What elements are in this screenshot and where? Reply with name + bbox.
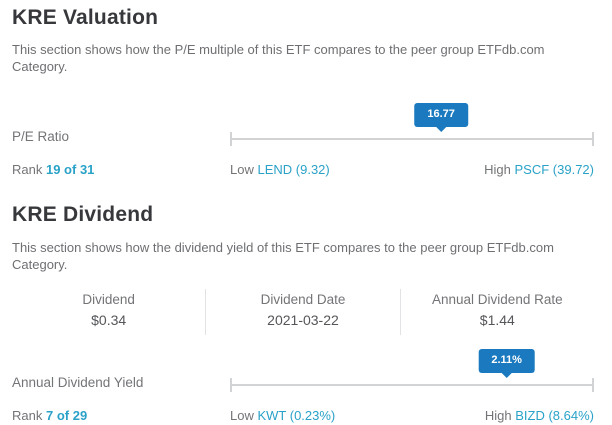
pe-ratio-rank: Rank 19 of 31: [12, 162, 230, 177]
low-ticker-link[interactable]: KWT (0.23%): [257, 407, 336, 423]
dividend-yield-rank: Rank 7 of 29: [12, 408, 230, 423]
dividend-title: KRE Dividend: [12, 203, 154, 227]
high-ticker-link[interactable]: PSCF (39.72): [514, 162, 594, 178]
dividend-yield-high: High BIZD (8.64%): [485, 408, 594, 423]
dividend-yield-row: Annual Dividend Yield 2.11%: [12, 347, 594, 392]
column-header: Annual Dividend Rate: [432, 291, 563, 307]
low-label: Low: [230, 162, 254, 178]
dividend-section: KRE Dividend This section shows how the …: [12, 203, 594, 423]
high-label: High: [484, 407, 512, 423]
dividend-table-col-annual-rate: Annual Dividend Rate $1.44: [399, 288, 594, 335]
dividend-yield-slider-track: [230, 377, 594, 392]
dividend-yield-low: Low KWT (0.23%): [230, 408, 335, 423]
pe-ratio-rank-row: Rank 19 of 31 Low LEND (9.32) High PSCF …: [12, 162, 594, 177]
dividend-yield-label: Annual Dividend Yield: [12, 374, 144, 390]
column-value: 2021-03-22: [267, 312, 339, 329]
pe-ratio-low: Low LEND (9.32): [230, 162, 330, 177]
high-ticker-link[interactable]: BIZD (8.64%): [515, 407, 594, 423]
pe-ratio-range: Low LEND (9.32) High PSCF (39.72): [230, 162, 594, 177]
dividend-yield-rank-row: Rank 7 of 29 Low KWT (0.23%) High BIZD (…: [12, 408, 594, 423]
dividend-description: This section shows how the dividend yiel…: [12, 239, 554, 272]
valuation-description: This section shows how the P/E multiple …: [12, 42, 545, 75]
column-header: Dividend Date: [260, 291, 346, 307]
rank-label: Rank: [12, 162, 43, 178]
pe-ratio-slider-track: [230, 132, 594, 147]
column-header: Dividend: [82, 291, 135, 307]
pe-ratio-row: P/E Ratio 16.77: [12, 101, 594, 147]
pe-ratio-value-badge: 16.77: [414, 103, 468, 128]
valuation-title: KRE Valuation: [12, 6, 159, 29]
dividend-table: Dividend $0.34 Dividend Date 2021-03-22 …: [12, 288, 594, 335]
dividend-table-col-date: Dividend Date 2021-03-22: [205, 288, 399, 335]
low-label: Low: [230, 407, 254, 423]
dividend-yield-slider: 2.11%: [230, 347, 594, 392]
rank-label: Rank: [12, 407, 43, 423]
high-label: High: [484, 162, 511, 178]
dividend-table-col-dividend: Dividend $0.34: [12, 289, 205, 335]
dividend-yield-value-badge: 2.11%: [478, 348, 535, 373]
valuation-section: KRE Valuation This section shows how the…: [12, 6, 594, 177]
column-value: $1.44: [479, 312, 515, 329]
column-value: $0.34: [91, 312, 127, 329]
low-ticker-link[interactable]: LEND (9.32): [257, 162, 330, 178]
pe-ratio-high: High PSCF (39.72): [484, 162, 594, 177]
dividend-yield-range: Low KWT (0.23%) High BIZD (8.64%): [230, 408, 594, 423]
pe-ratio-slider: 16.77: [230, 101, 594, 147]
pe-ratio-label: P/E Ratio: [12, 129, 70, 145]
rank-value: 7 of 29: [45, 407, 88, 423]
rank-value: 19 of 31: [45, 162, 95, 178]
